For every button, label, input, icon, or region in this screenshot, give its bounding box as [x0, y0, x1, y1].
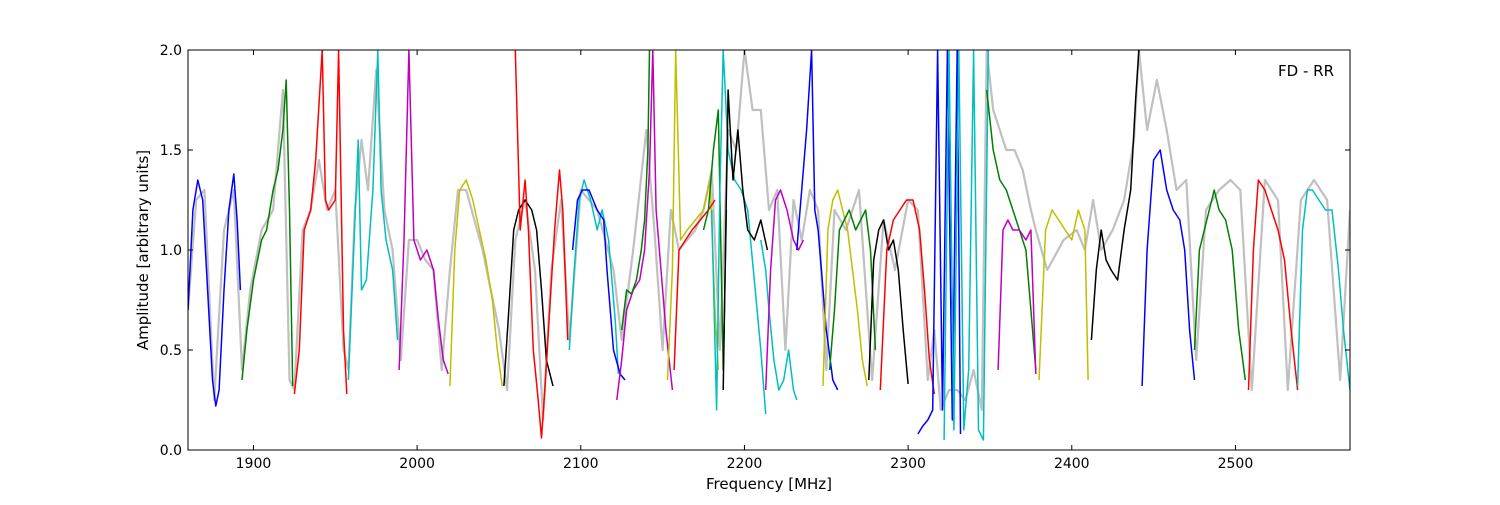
series-line-32	[1193, 189, 1247, 381]
y-tick-label: 1.0	[160, 243, 182, 259]
series-line-10	[571, 189, 626, 381]
series-line-9	[568, 179, 620, 375]
y-tick-label: 0.0	[160, 443, 182, 459]
series-line-29	[1038, 209, 1089, 381]
y-axis-label: Amplitude [arbitrary units]	[134, 150, 152, 350]
series-line-16	[710, 50, 767, 415]
series-line-4	[347, 50, 399, 381]
series-line-34	[1296, 189, 1350, 391]
y-axis-ticks: 0.0 0.5 1.0 1.5 2.0	[160, 43, 1350, 459]
plot-frame	[187, 49, 1351, 451]
series-line-20	[796, 50, 839, 391]
series-layer	[188, 50, 1350, 441]
series-line-5	[398, 50, 449, 375]
series-line-1	[188, 173, 242, 407]
series-line-30	[1090, 50, 1140, 341]
series-line-11	[616, 50, 674, 401]
x-tick-label: 2400	[1054, 456, 1090, 472]
y-tick-label: 1.5	[160, 143, 182, 159]
series-line-26	[943, 50, 990, 441]
series-line-28	[997, 219, 1037, 375]
series-line-33	[1247, 179, 1299, 391]
series-line-24	[879, 199, 936, 395]
series-line-2	[241, 79, 294, 387]
chart-annotation: FD - RR	[1278, 62, 1334, 80]
background-trace-line	[188, 50, 1350, 422]
x-axis-label: Frequency [MHz]	[706, 475, 832, 493]
y-tick-label: 0.5	[160, 343, 182, 359]
x-axis-ticks: 1900 2000 2100 2200 2300 2400 2500	[236, 50, 1254, 472]
series-line-12	[620, 50, 651, 331]
x-tick-label: 2100	[563, 456, 599, 472]
series-line-8	[514, 50, 569, 439]
series-line-7	[503, 199, 554, 387]
series-line-31	[1141, 149, 1196, 387]
x-tick-label: 2200	[727, 456, 763, 472]
series-line-3	[293, 50, 348, 395]
series-line-6	[449, 179, 503, 387]
x-tick-label: 2000	[399, 456, 435, 472]
series-line-23	[868, 219, 909, 385]
x-tick-label: 2300	[890, 456, 926, 472]
background-trace-layer	[188, 50, 1350, 422]
x-tick-label: 2500	[1218, 456, 1254, 472]
series-line-17	[722, 89, 769, 391]
series-line-18	[760, 239, 798, 401]
y-tick-label: 2.0	[160, 43, 182, 59]
series-line-22	[828, 209, 877, 371]
x-tick-label: 1900	[236, 456, 272, 472]
series-line-25	[917, 50, 962, 435]
series-line-27	[985, 89, 1037, 371]
